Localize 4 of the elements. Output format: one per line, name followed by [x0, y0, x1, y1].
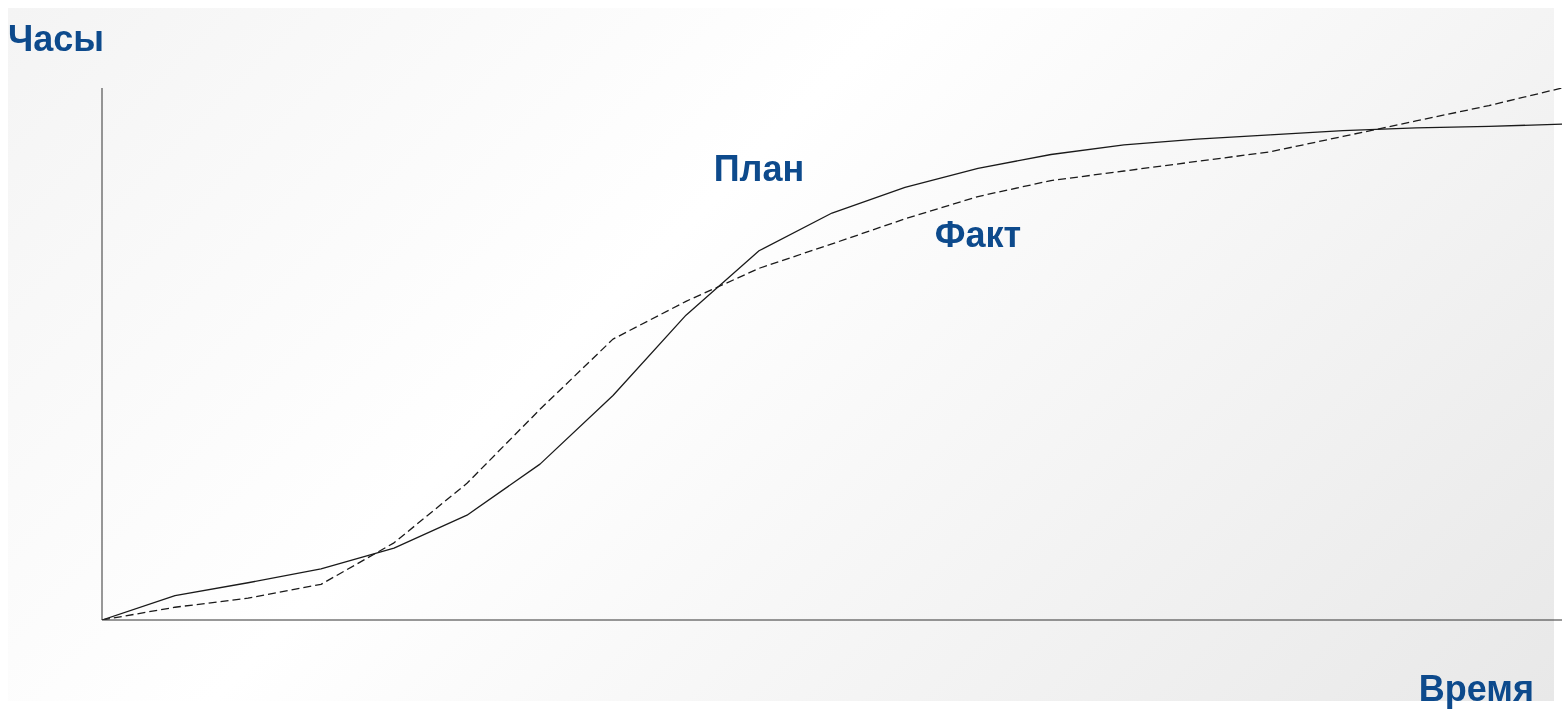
x-axis-title: Время	[1418, 668, 1534, 709]
series-label: Факт	[934, 213, 1022, 255]
y-axis-title: Часы	[8, 18, 105, 60]
series-label: План	[713, 147, 805, 189]
